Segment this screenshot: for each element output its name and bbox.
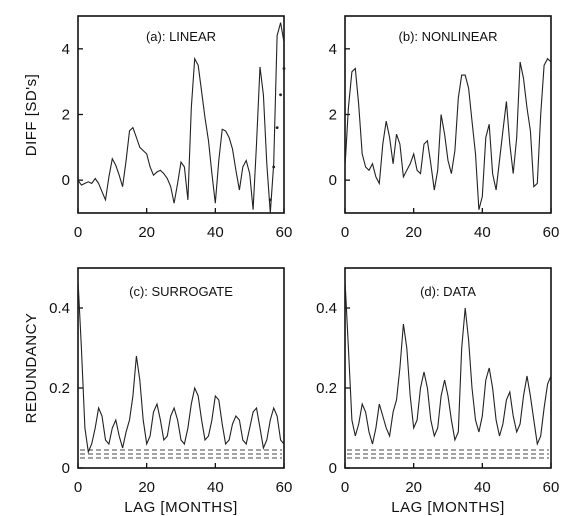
x-axis-label-right: LAG [MONTHS]: [391, 499, 505, 516]
panel-d-ytick-label: 0.2: [316, 380, 337, 397]
panel-b-xtick-label: 0: [341, 224, 349, 241]
panel-c-xtick-label: 40: [207, 479, 224, 496]
panel-b-ticks: 0 20 40 60 0 2 4: [329, 41, 560, 241]
panel-b-xtick-label: 40: [474, 224, 491, 241]
panel-b-series-line: [344, 57, 552, 210]
panel-b-ytick-label: 0: [329, 172, 337, 189]
panel-a-title: (a): LINEAR: [146, 29, 216, 44]
panel-b-xtick-label: 60: [543, 224, 560, 241]
panel-b-axis-frame: [344, 15, 552, 214]
panel-c-axis-frame: [77, 267, 285, 469]
panel-d-xtick-label: 40: [474, 479, 491, 496]
panel-b-xtick-label: 20: [405, 224, 422, 241]
y-axis-label-redundancy: REDUNDANCY: [23, 313, 40, 424]
panel-a-dot-marker: [268, 198, 272, 202]
panel-c-title: (c): SURROGATE: [129, 284, 233, 299]
panel-a-axis-frame: [77, 15, 285, 214]
panel-a-dot-marker: [282, 67, 286, 70]
panel-c-series-line: [77, 279, 285, 455]
panel-d-xtick-label: 0: [341, 479, 349, 496]
y-axis-label-diff: DIFF [SD's]: [23, 74, 40, 157]
panel-b-ytick-label: 2: [329, 107, 337, 124]
panel-a-ytick-label: 2: [62, 107, 70, 124]
panel-c-ticks: 0 20 40 60 0 0.2 0.4: [49, 300, 292, 496]
panel-c-ytick-label: 0: [62, 460, 70, 477]
panel-a-xtick-label: 40: [207, 224, 224, 241]
panel-a-xtick-label: 20: [138, 224, 155, 241]
panel-d-xtick-label: 60: [543, 479, 560, 496]
panel-c-ytick-label: 0.2: [49, 380, 70, 397]
panel-b-ytick-label: 4: [329, 41, 337, 58]
panel-c-xtick-label: 60: [276, 479, 293, 496]
panel-d-title: (d): DATA: [420, 284, 476, 299]
panel-a-ticks: 0 20 40 60 0 2 4: [62, 41, 293, 241]
panel-a-series: [77, 22, 286, 214]
panel-a-series-line: [77, 22, 285, 214]
panel-d: (d): DATA 0 20 40 60 0 0.2 0.4: [316, 267, 559, 496]
panel-c-ytick-label: 0.4: [49, 300, 70, 317]
panel-a-xtick-label: 0: [74, 224, 82, 241]
panel-c-xtick-label: 0: [74, 479, 82, 496]
panel-b-series: [344, 57, 552, 210]
panel-a: (a): LINEAR 0 20 40 60 0 2 4: [62, 15, 293, 241]
panel-d-axis-frame: [344, 267, 552, 469]
panel-a-dot-marker: [275, 126, 279, 130]
panel-d-ytick-label: 0: [329, 460, 337, 477]
panel-d-xtick-label: 20: [405, 479, 422, 496]
panel-a-xtick-label: 60: [276, 224, 293, 241]
panel-a-dot-marker: [279, 93, 282, 97]
panel-d-ytick-label: 0.4: [316, 300, 337, 317]
panel-a-ytick-label: 0: [62, 172, 70, 189]
panel-c: (c): SURROGATE 0 20 40 60 0 0.2 0.4: [49, 267, 292, 496]
panel-b-title: (b): NONLINEAR: [399, 29, 498, 44]
panel-d-series: [344, 279, 552, 459]
panel-c-xtick-label: 20: [138, 479, 155, 496]
panel-a-ytick-label: 4: [62, 41, 70, 58]
panel-d-series-line: [344, 279, 552, 447]
panel-d-ticks: 0 20 40 60 0 0.2 0.4: [316, 300, 559, 496]
x-axis-label-left: LAG [MONTHS]: [124, 499, 238, 516]
panel-c-series: [77, 279, 285, 459]
panel-b: (b): NONLINEAR 0 20 40 60 0 2 4: [329, 15, 560, 241]
panel-a-dot-marker: [272, 165, 276, 169]
